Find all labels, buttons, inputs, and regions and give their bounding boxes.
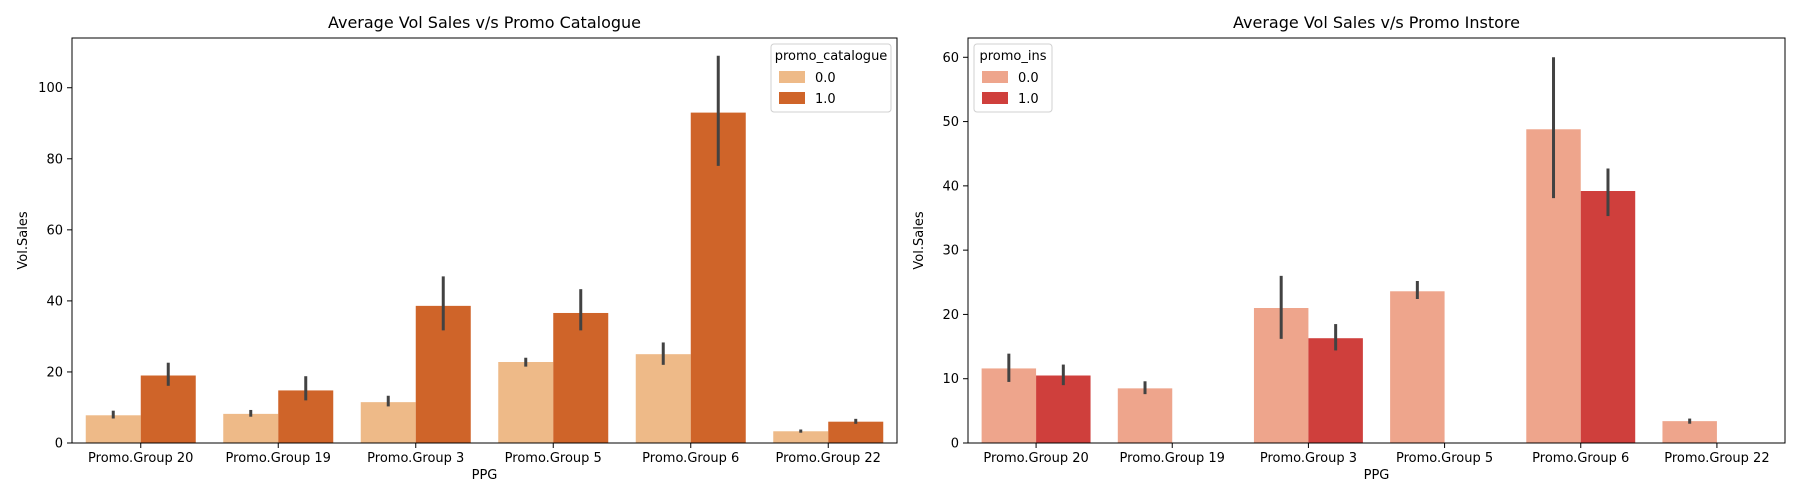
y-tick-label: 80 [46, 152, 63, 167]
y-tick-label: 30 [942, 244, 959, 259]
bar-promo-group-22-1-0 [828, 421, 884, 443]
x-tick-label: Promo.Group 5 [505, 451, 602, 466]
bar-promo-group-19-0-0 [1117, 388, 1173, 443]
x-axis: Promo.Group 20 Promo.Group 19 Promo.Group … [983, 443, 1770, 466]
x-tick-label: Promo.Group 22 [776, 451, 881, 466]
series-1 [140, 55, 884, 444]
y-axis: 0 10 20 30 40 50 60 [942, 51, 968, 452]
plot-frame [967, 37, 1786, 444]
x-tick-label: Promo.Group 3 [367, 451, 464, 466]
y-tick-label: 40 [942, 179, 959, 194]
legend-label: 1.0 [1018, 92, 1039, 107]
bar-promo-group-20-1-0 [140, 375, 196, 443]
bar-promo-group-19-0-0 [223, 413, 279, 443]
x-tick-label: Promo.Group 6 [1532, 451, 1629, 466]
bar-promo-group-3-1-0 [1308, 338, 1363, 443]
y-tick-label: 0 [55, 437, 63, 452]
y-tick-label: 60 [46, 223, 63, 238]
legend-label: 0.0 [815, 71, 836, 86]
legend-swatch [982, 71, 1008, 83]
chart-2: Average Vol Sales v/s Promo Instore 0 10 20… [912, 13, 1786, 483]
x-axis-label: PPG [1364, 468, 1390, 483]
x-axis-label: PPG [472, 468, 498, 483]
y-axis-label: Vol.Sales [16, 211, 31, 269]
x-tick-label: Promo.Group 20 [88, 451, 193, 466]
bar-promo-group-6-1-0 [1580, 191, 1636, 443]
bar-promo-group-5-1-0 [553, 312, 609, 443]
bar-promo-group-20-0-0 [85, 415, 141, 443]
chart-1: Average Vol Sales v/s Promo Catalogue 0 20… [16, 13, 898, 483]
x-tick-label: Promo.Group 19 [226, 451, 331, 466]
series-0 [85, 342, 829, 443]
x-axis: Promo.Group 20 Promo.Group 19 Promo.Group … [88, 443, 881, 466]
legend-label: 1.0 [815, 92, 836, 107]
x-tick-label: Promo.Group 6 [642, 451, 739, 466]
legend-title: promo_ins [979, 49, 1046, 64]
legend-swatch [779, 92, 805, 104]
series-1 [1036, 168, 1636, 443]
series-0 [981, 57, 1717, 444]
bar-promo-group-22-0-0 [773, 431, 829, 443]
plot-frame [71, 37, 898, 444]
legend-label: 0.0 [1018, 71, 1039, 86]
bar-promo-group-6-0-0 [635, 354, 691, 443]
y-tick-label: 60 [942, 51, 959, 66]
bar-promo-group-5-0-0 [498, 362, 554, 443]
y-tick-label: 50 [942, 115, 959, 130]
bar-promo-group-5-0-0 [1390, 291, 1445, 443]
x-tick-label: Promo.Group 5 [1396, 451, 1493, 466]
bar-promo-group-3-0-0 [360, 402, 416, 443]
legend-swatch [779, 71, 805, 83]
x-tick-label: Promo.Group 22 [1664, 451, 1769, 466]
x-tick-label: Promo.Group 3 [1260, 451, 1357, 466]
y-tick-label: 100 [38, 81, 63, 96]
bar-promo-group-22-0-0 [1662, 421, 1717, 443]
y-tick-label: 20 [46, 365, 63, 380]
chart-title: Average Vol Sales v/s Promo Instore [1233, 13, 1520, 32]
y-axis-label: Vol.Sales [912, 211, 927, 269]
legend: promo_catalogue 0.0 1.0 [770, 43, 892, 113]
bar-promo-group-20-1-0 [1036, 375, 1091, 443]
x-tick-label: Promo.Group 19 [1120, 451, 1225, 466]
bar-promo-group-6-1-0 [690, 112, 746, 444]
y-tick-label: 20 [942, 308, 959, 323]
y-axis: 0 20 40 60 80 100 [38, 81, 72, 452]
chart-title: Average Vol Sales v/s Promo Catalogue [328, 13, 641, 32]
legend-swatch [982, 92, 1008, 104]
legend-title: promo_catalogue [775, 49, 888, 64]
y-tick-label: 0 [951, 437, 959, 452]
legend: promo_ins 0.0 1.0 [973, 43, 1053, 113]
y-tick-label: 40 [46, 294, 63, 309]
x-tick-label: Promo.Group 20 [983, 451, 1088, 466]
y-tick-label: 10 [942, 372, 959, 387]
